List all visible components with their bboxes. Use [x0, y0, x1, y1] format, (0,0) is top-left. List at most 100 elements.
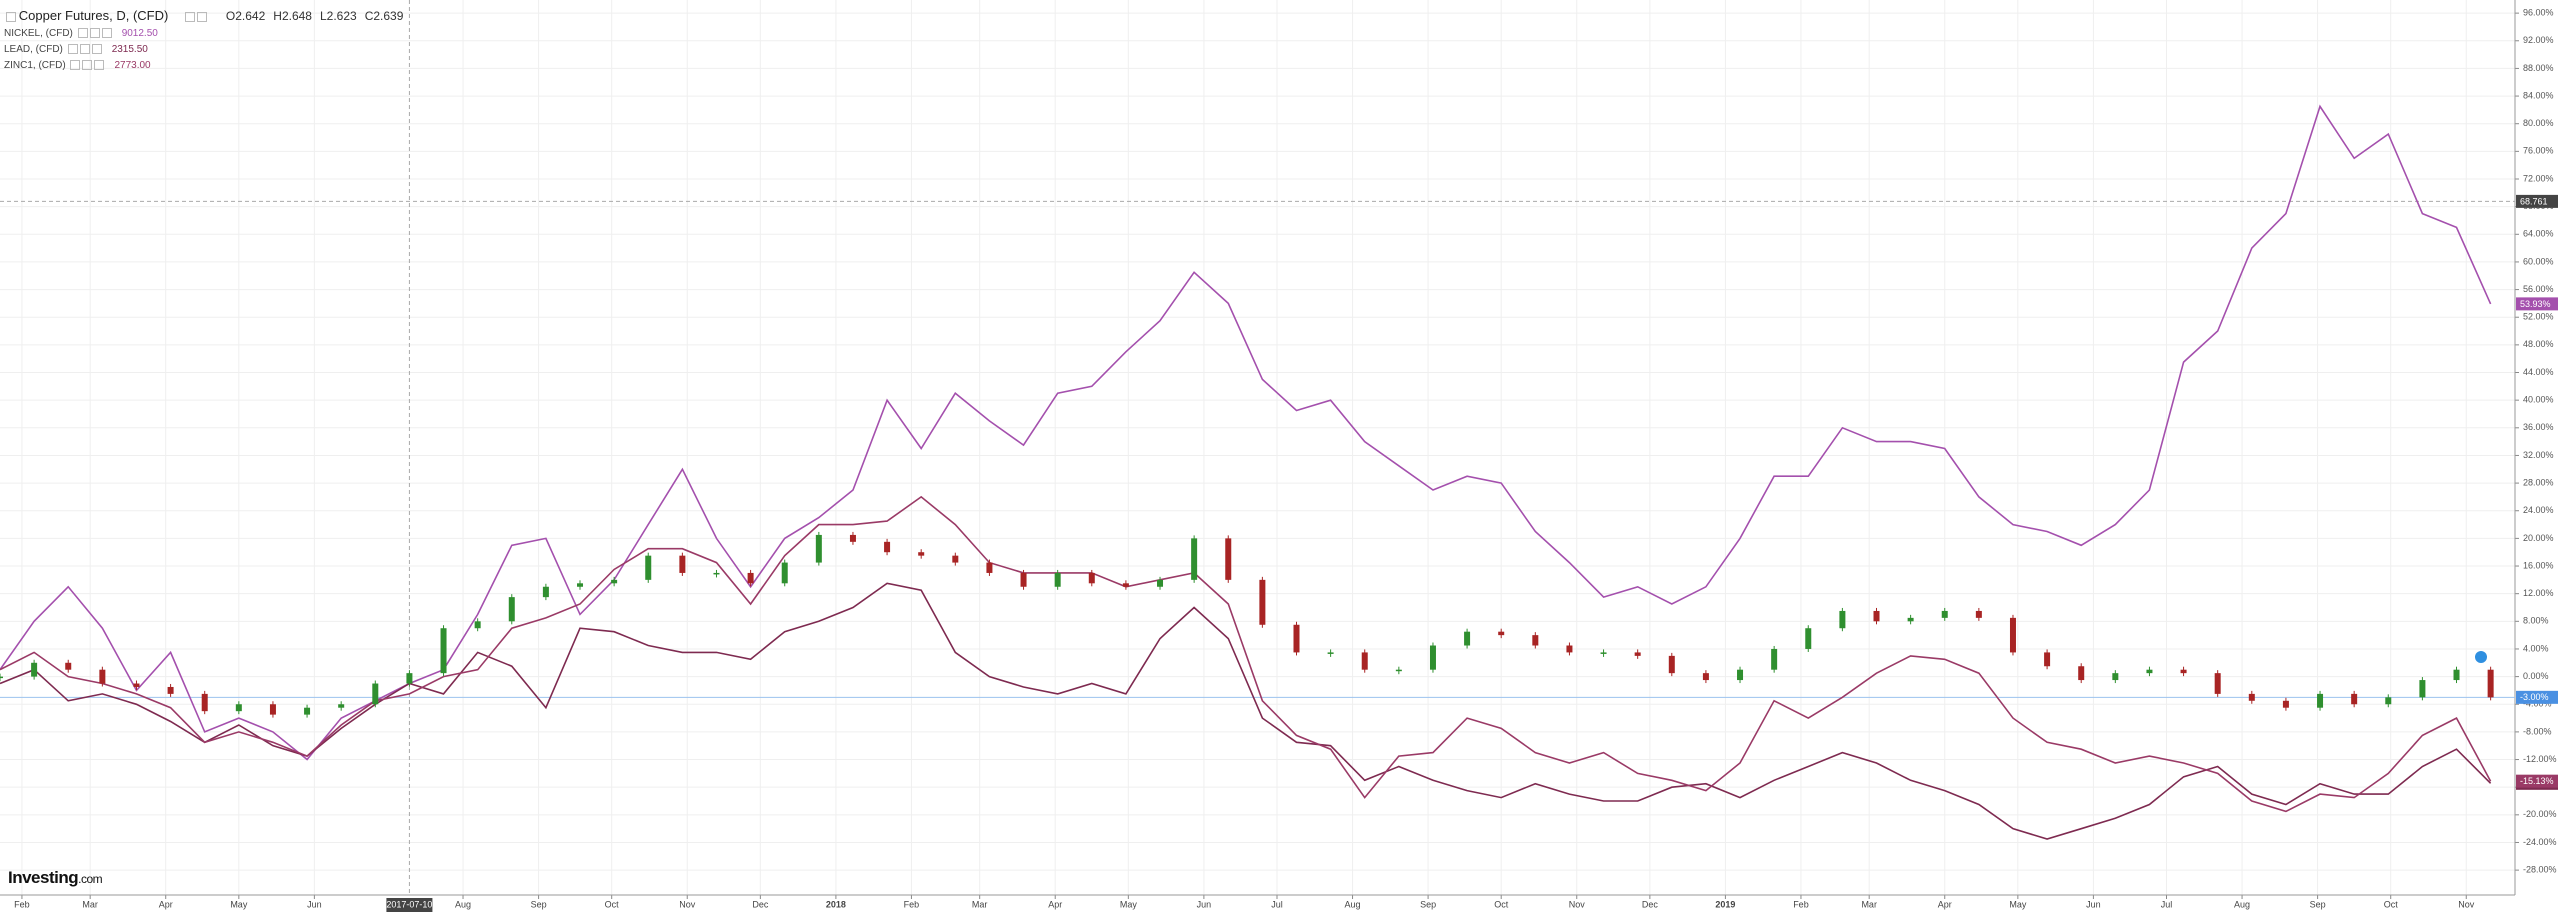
x-tick-label: Oct: [1494, 899, 1509, 909]
legend: Copper Futures, D, (CFD) O2.642 H2.648 L2.…: [4, 8, 403, 74]
candle: [781, 562, 788, 584]
y-tick-label: 56.00%: [2523, 284, 2554, 294]
last-value-badge: [2516, 297, 2558, 311]
candle: [440, 628, 447, 674]
candle: [1020, 572, 1027, 587]
candle: [235, 704, 242, 712]
candle: [1225, 538, 1232, 580]
candle: [747, 572, 754, 584]
candle: [338, 704, 345, 708]
candle: [1054, 572, 1061, 587]
candle: [986, 562, 993, 573]
ohlc-label: C: [364, 9, 374, 23]
candle: [1634, 652, 1641, 656]
last-value-label: 53.93%: [2520, 299, 2551, 309]
ohlc-label: O: [225, 9, 236, 23]
legend-main: Copper Futures, D, (CFD) O2.642 H2.648 L2.…: [4, 8, 403, 26]
candle: [1293, 624, 1300, 653]
candle: [542, 586, 549, 598]
x-tick-label: Sep: [531, 899, 547, 909]
x-tick-label: Aug: [455, 899, 471, 909]
crosshair-y-label: 68.761: [2520, 196, 2548, 206]
candle: [474, 621, 481, 629]
candle: [1668, 655, 1675, 674]
candle: [2453, 669, 2460, 681]
candle: [1702, 673, 1709, 681]
legend-price: 2315.50: [111, 44, 148, 55]
x-tick-label: Mar: [972, 899, 988, 909]
ohlc-label: L: [319, 9, 327, 23]
candle: [1771, 648, 1778, 670]
candle: [1259, 579, 1266, 625]
x-tick-label: Jul: [1271, 899, 1283, 909]
candle: [1873, 610, 1880, 622]
y-tick-label: 76.00%: [2523, 146, 2554, 156]
candle: [1395, 669, 1402, 672]
candle: [133, 683, 140, 687]
candle: [372, 683, 379, 705]
candle: [815, 534, 822, 563]
x-tick-label: Apr: [1938, 899, 1952, 909]
y-tick-label: 80.00%: [2523, 118, 2554, 128]
candle: [2385, 697, 2392, 705]
event-marker: [2475, 651, 2487, 663]
y-tick-label: -12.00%: [2523, 754, 2557, 764]
y-tick-label: 44.00%: [2523, 367, 2554, 377]
candle: [65, 662, 72, 670]
y-tick-label: 8.00%: [2523, 616, 2549, 626]
candle: [2078, 666, 2085, 681]
y-tick-label: -20.00%: [2523, 809, 2557, 819]
candle: [269, 704, 276, 715]
legend-price: 2773.00: [114, 60, 151, 71]
y-tick-label: 88.00%: [2523, 63, 2554, 73]
candle: [1805, 628, 1812, 649]
x-tick-label: Sep: [1420, 899, 1436, 909]
x-tick-label: May: [1120, 899, 1138, 909]
candle: [2214, 673, 2221, 694]
legend-name: LEAD, (CFD): [4, 44, 63, 55]
logo: Investing.com: [8, 868, 103, 888]
y-tick-label: 72.00%: [2523, 173, 2554, 183]
crosshair-x-label: 2017-07-10: [386, 899, 432, 909]
candle: [884, 541, 891, 553]
candle: [1600, 652, 1607, 654]
candle: [201, 693, 208, 712]
candle: [406, 673, 413, 684]
legend-row: ZINC1, (CFD) 2773.00: [4, 58, 403, 74]
candle: [1498, 631, 1505, 636]
x-tick-label: Aug: [2234, 899, 2250, 909]
candle: [849, 534, 856, 542]
series-line: [0, 104, 2492, 761]
x-tick-label: Nov: [679, 899, 696, 909]
candle: [2009, 617, 2016, 653]
logo-name: Investing: [8, 868, 79, 887]
candle: [2317, 693, 2324, 708]
candle: [1191, 538, 1198, 580]
x-tick-label: Sep: [2310, 899, 2326, 909]
x-tick-label: May: [2009, 899, 2027, 909]
y-tick-label: 84.00%: [2523, 90, 2554, 100]
x-tick-label: Apr: [1048, 899, 1062, 909]
x-tick-label: Nov: [2458, 899, 2475, 909]
last-value-badge: [2516, 690, 2558, 704]
x-tick-label: May: [230, 899, 248, 909]
x-tick-label: Apr: [159, 899, 173, 909]
candle: [1088, 572, 1095, 584]
ohlc-value: 2.639: [373, 9, 404, 23]
candle: [918, 552, 925, 556]
y-tick-label: 92.00%: [2523, 35, 2554, 45]
candle: [1907, 617, 1914, 622]
legend-price: 9012.50: [121, 28, 158, 39]
legend-name: ZINC1, (CFD): [4, 60, 66, 71]
candle: [577, 583, 584, 587]
candle: [1737, 669, 1744, 681]
y-tick-label: -24.00%: [2523, 837, 2557, 847]
x-tick-label: Oct: [2384, 899, 2399, 909]
candle: [304, 707, 311, 715]
x-tick-label: Oct: [605, 899, 620, 909]
candle: [2248, 693, 2255, 701]
crosshair-badge: [2516, 194, 2558, 208]
candle: [1327, 652, 1334, 654]
logo-suffix: .com: [78, 872, 103, 886]
y-tick-label: -8.00%: [2523, 726, 2552, 736]
